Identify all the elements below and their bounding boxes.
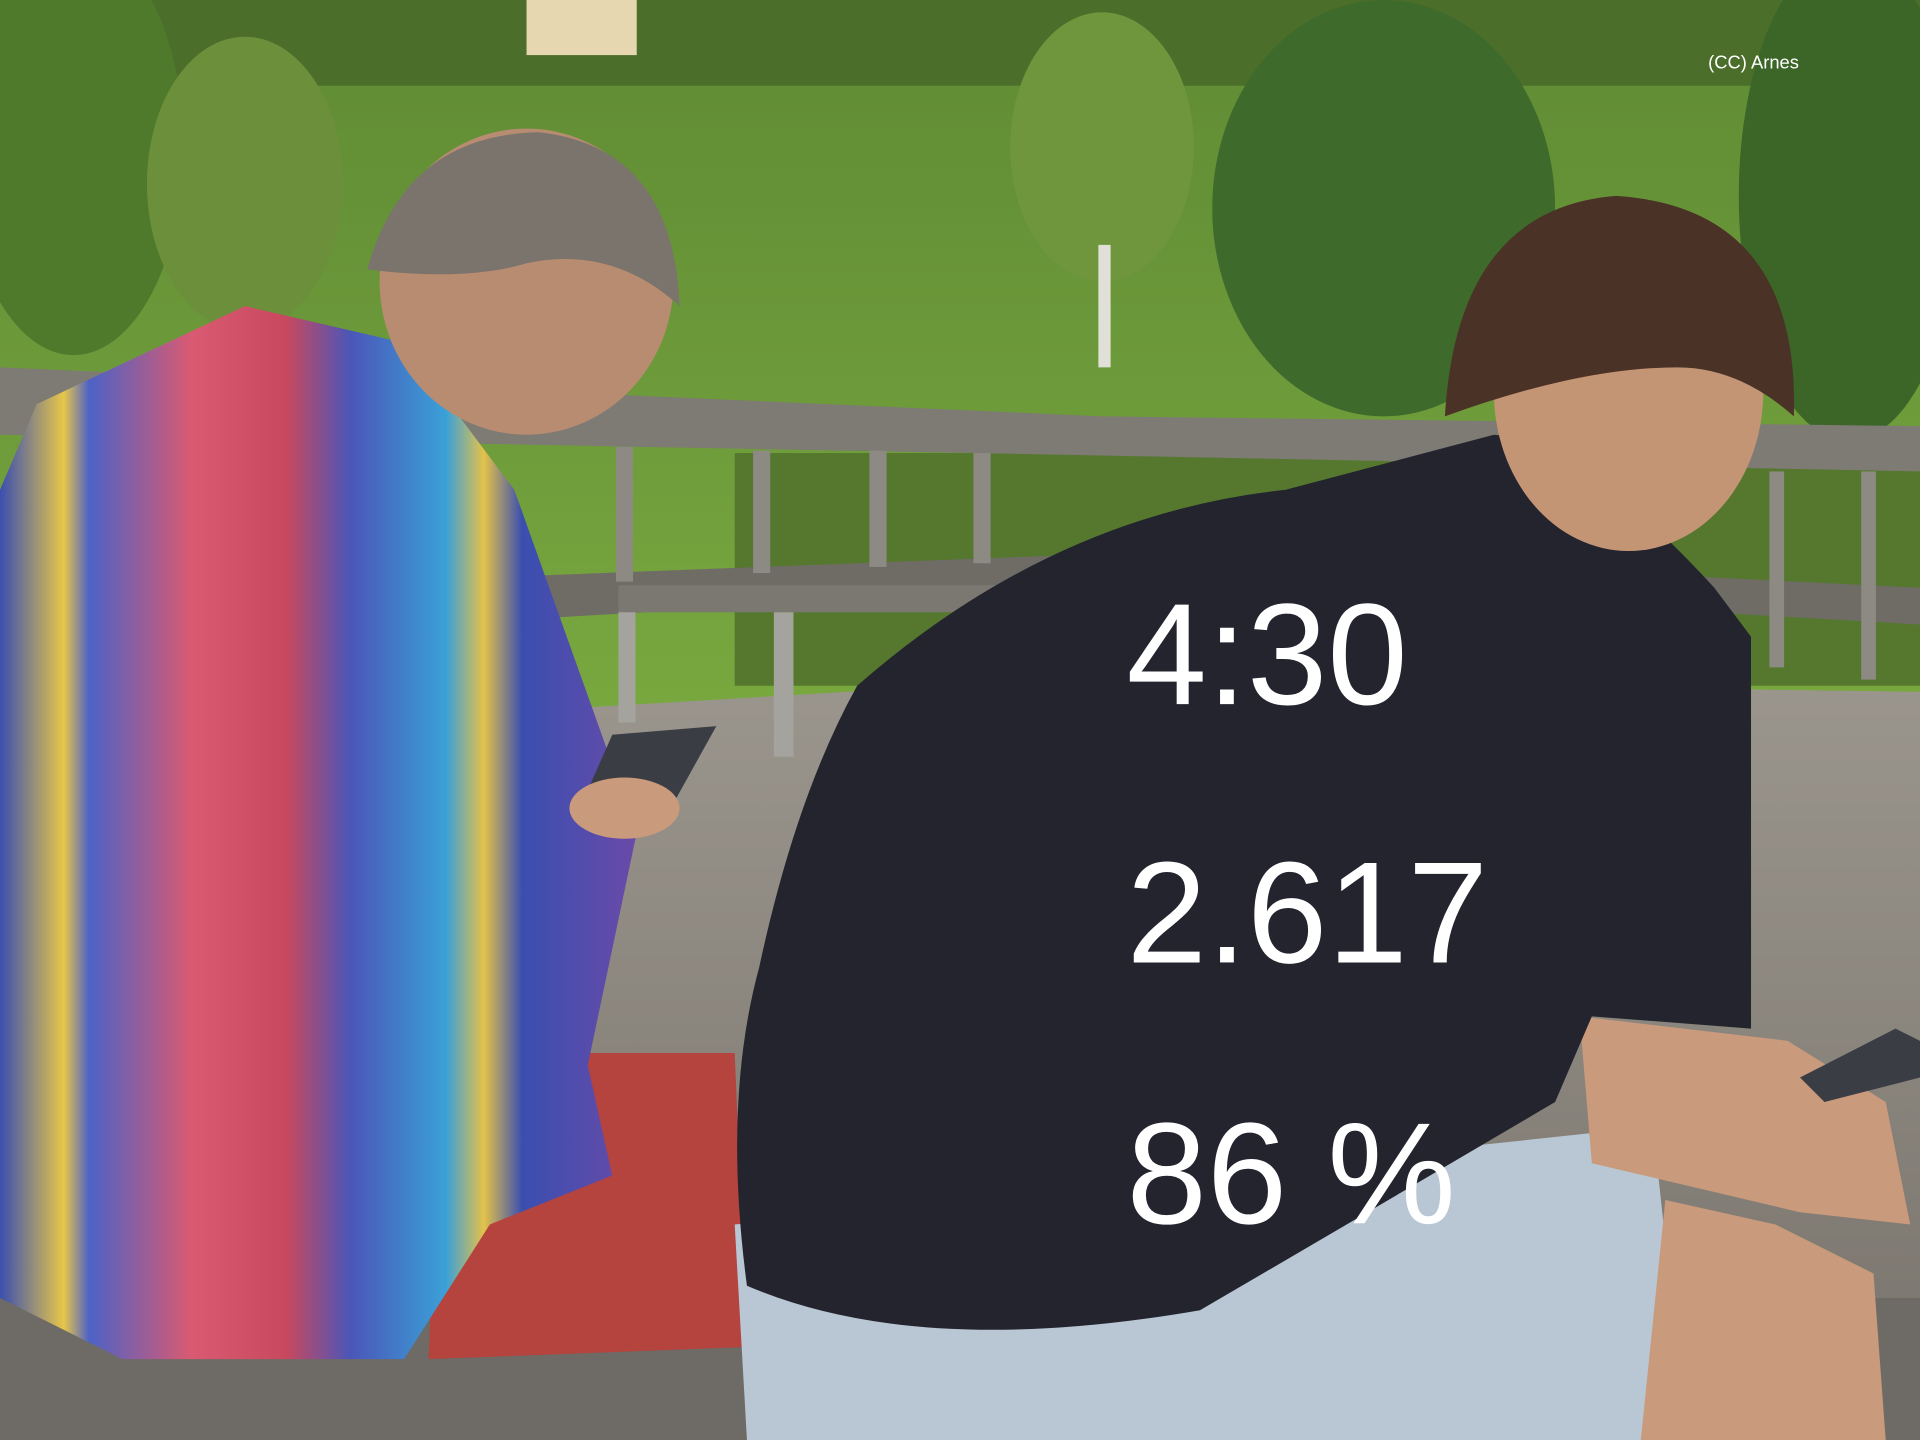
- fence-post: [869, 451, 886, 567]
- fence-post: [1769, 471, 1784, 667]
- fence-post: [973, 453, 990, 563]
- bench-top: [618, 585, 1010, 612]
- page: {"credit": "(CC) Arnes", "stats": ["4:30…: [0, 0, 1920, 1440]
- fence-post: [616, 447, 633, 582]
- tree: [147, 37, 343, 331]
- hand-left: [569, 778, 679, 839]
- bench-leg: [774, 612, 794, 756]
- stat-percent: 86 %: [1127, 1092, 1456, 1254]
- fence-post: [1861, 471, 1876, 679]
- tree-trunk: [1098, 245, 1110, 367]
- stat-time: 4:30: [1127, 573, 1408, 735]
- stat-count: 2.617: [1127, 831, 1489, 993]
- bench-leg: [618, 612, 635, 722]
- tree: [1010, 12, 1194, 281]
- credit-text: (CC) Arnes: [1708, 52, 1799, 73]
- fence-post: [753, 451, 770, 573]
- house: [527, 0, 637, 55]
- photo-slide: (CC) Arnes 4:30 2.617 86 %: [0, 0, 1920, 1440]
